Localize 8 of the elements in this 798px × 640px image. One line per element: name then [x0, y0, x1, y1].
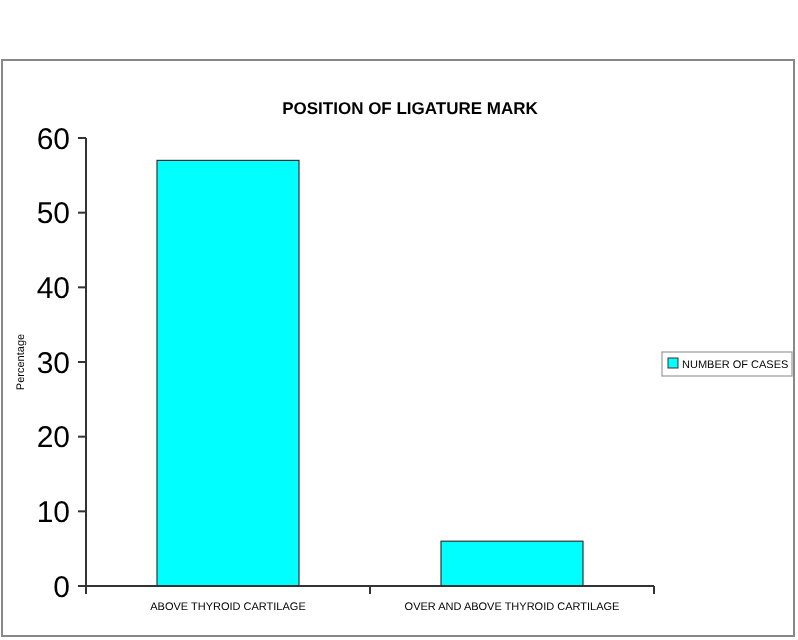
- y-tick-label: 10: [36, 495, 70, 530]
- y-tick-label: 0: [53, 570, 70, 605]
- chart-title: POSITION OF LIGATURE MARK: [282, 98, 540, 118]
- y-tick-label: 30: [36, 346, 70, 381]
- y-tick-label: 40: [36, 271, 70, 306]
- y-tick-label: 50: [36, 197, 70, 232]
- y-tick-label: 60: [36, 122, 70, 157]
- y-tick-label: 20: [36, 421, 70, 456]
